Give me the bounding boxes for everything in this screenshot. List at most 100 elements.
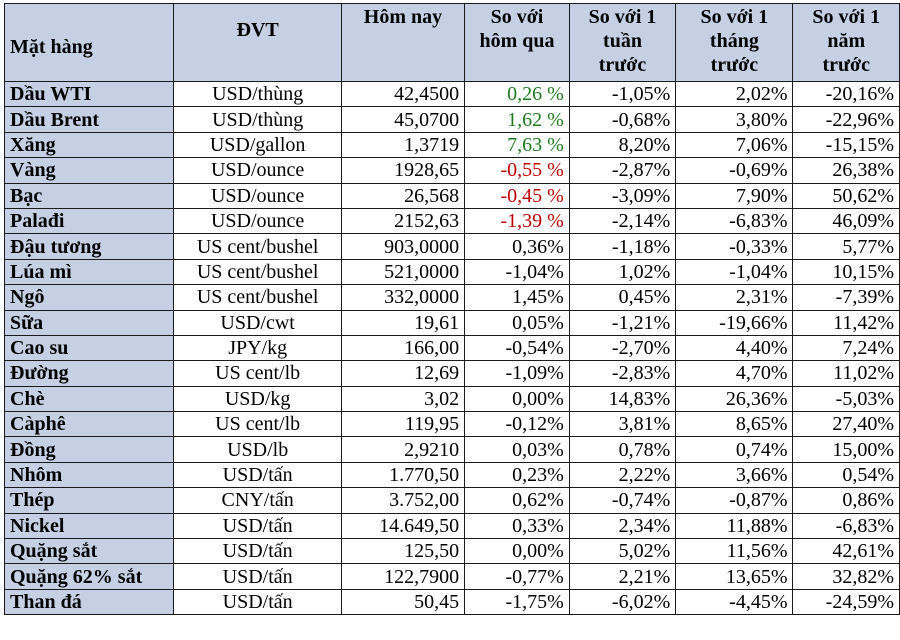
change-vs-year-cell: -6,83% (792, 512, 900, 540)
table-row: Vàng USD/ounce 1928,65 -0,55 % -2,87% -0,69% 2… (3, 157, 900, 184)
change-vs-week-cell: -1,18% (568, 233, 677, 260)
commodity-price-table: Mặt hàng ĐVT Hôm nay So với hôm qua So v… (3, 3, 900, 616)
change-vs-year-cell: 10,15% (792, 258, 900, 286)
change-vs-yesterday-cell: 1,45% (464, 284, 570, 311)
header-vs-year-line2: năm (827, 30, 866, 52)
unit-cell: CNY/tấn (173, 487, 342, 514)
header-vs-week: So với 1 tuần trước (568, 3, 677, 82)
table-row: Bạc USD/ounce 26,568 -0,45 % -3,09% 7,90% 50,6… (3, 182, 900, 209)
commodity-name: Càphê (3, 411, 175, 438)
today-price-cell: 2,9210 (340, 436, 466, 463)
today-price-cell: 19,61 (340, 309, 466, 336)
today-price-cell: 119,95 (340, 411, 466, 438)
commodity-name: Đường (3, 360, 175, 387)
table-row: Đậu tương US cent/bushel 903,0000 0,36% -1,1… (3, 233, 900, 260)
table-row: Quặng 62% sắt USD/tấn 122,7900 -0,77% 2,21% 1… (3, 563, 900, 590)
today-price-cell: 125,50 (340, 538, 466, 565)
change-vs-week-cell: 0,78% (568, 436, 677, 463)
header-item: Mặt hàng (3, 3, 175, 82)
today-price-cell: 3,02 (340, 385, 466, 413)
commodity-name: Ngô (3, 284, 175, 311)
today-price-cell: 332,0000 (340, 284, 466, 311)
header-unit: ĐVT (173, 3, 342, 82)
commodity-name: Than đá (3, 588, 175, 616)
change-vs-year-cell: -15,15% (792, 131, 900, 159)
change-vs-yesterday-cell: -0,55 % (464, 157, 570, 184)
table-row: Quặng sắt USD/tấn 125,50 0,00% 5,02% 11,56% 42… (3, 538, 900, 565)
change-vs-year-cell: 0,54% (792, 461, 900, 489)
change-vs-week-cell: -2,70% (568, 334, 677, 362)
change-vs-week-cell: 2,22% (568, 461, 677, 489)
today-price-cell: 45,0700 (340, 106, 466, 133)
change-vs-week-cell: -3,09% (568, 182, 677, 209)
change-vs-yesterday-cell: 7,63 % (464, 131, 570, 159)
header-vs-year-line1: So với 1 (812, 6, 881, 28)
table-row: Đồng USD/lb 2,9210 0,03% 0,78% 0,74% 15,00% (3, 436, 900, 463)
change-vs-week-cell: -2,14% (568, 207, 677, 235)
unit-cell: USD/gallon (173, 131, 342, 159)
unit-cell: USD/ounce (173, 207, 342, 235)
change-vs-month-cell: -0,69% (675, 157, 794, 184)
today-price-cell: 903,0000 (340, 233, 466, 260)
unit-cell: US cent/bushel (173, 233, 342, 260)
change-vs-week-cell: 2,21% (568, 563, 677, 590)
change-vs-month-cell: -19,66% (675, 309, 794, 336)
change-vs-month-cell: 3,66% (675, 461, 794, 489)
change-vs-month-cell: 0,74% (675, 436, 794, 463)
table-row: Cao su JPY/kg 166,00 -0,54% -2,70% 4,40% 7,24% (3, 334, 900, 362)
change-vs-week-cell: -0,74% (568, 487, 677, 514)
table-row: Than đá USD/tấn 50,45 -1,75% -6,02% -4,45% -24… (3, 588, 900, 616)
today-price-cell: 521,0000 (340, 258, 466, 286)
change-vs-week-cell: -6,02% (568, 588, 677, 616)
today-price-cell: 1928,65 (340, 157, 466, 184)
change-vs-year-cell: 27,40% (792, 411, 900, 438)
change-vs-yesterday-cell: -0,12% (464, 411, 570, 438)
header-vs-year-line3: trước (822, 54, 870, 76)
commodity-name: Dầu Brent (3, 106, 175, 133)
table-row: Ngô US cent/bushel 332,0000 1,45% 0,45% 2,31%… (3, 284, 900, 311)
change-vs-yesterday-cell: -1,09% (464, 360, 570, 387)
unit-cell: USD/ounce (173, 157, 342, 184)
commodity-name: Nhôm (3, 461, 175, 489)
unit-cell: USD/cwt (173, 309, 342, 336)
change-vs-yesterday-cell: 0,36% (464, 233, 570, 260)
commodity-name: Quặng 62% sắt (3, 563, 175, 590)
change-vs-month-cell: -6,83% (675, 207, 794, 235)
today-price-cell: 14.649,50 (340, 512, 466, 540)
change-vs-week-cell: 14,83% (568, 385, 677, 413)
table-row: Xăng USD/gallon 1,3719 7,63 % 8,20% 7,06% -15,… (3, 131, 900, 159)
change-vs-yesterday-cell: 0,05% (464, 309, 570, 336)
change-vs-week-cell: 2,34% (568, 512, 677, 540)
table-row: Dầu Brent USD/thùng 45,0700 1,62 % -0,68% 3,8… (3, 106, 900, 133)
commodity-name: Cao su (3, 334, 175, 362)
change-vs-yesterday-cell: 0,26 % (464, 80, 570, 108)
change-vs-yesterday-cell: -0,45 % (464, 182, 570, 209)
change-vs-week-cell: 8,20% (568, 131, 677, 159)
header-today: Hôm nay (340, 3, 466, 82)
change-vs-year-cell: -7,39% (792, 284, 900, 311)
change-vs-yesterday-cell: -0,54% (464, 334, 570, 362)
unit-cell: USD/tấn (173, 588, 342, 616)
commodity-name: Dầu WTI (3, 80, 175, 108)
table-header: Mặt hàng ĐVT Hôm nay So với hôm qua So v… (3, 3, 900, 82)
change-vs-yesterday-cell: -0,77% (464, 563, 570, 590)
change-vs-month-cell: 13,65% (675, 563, 794, 590)
table-body: Dầu WTI USD/thùng 42,4500 0,26 % -1,05% 2,02%… (3, 80, 900, 616)
header-vs-week-line2: tuần (603, 30, 642, 52)
unit-cell: USD/kg (173, 385, 342, 413)
change-vs-month-cell: 7,90% (675, 182, 794, 209)
change-vs-year-cell: -22,96% (792, 106, 900, 133)
unit-cell: USD/tấn (173, 563, 342, 590)
change-vs-year-cell: -24,59% (792, 588, 900, 616)
commodity-name: Lúa mì (3, 258, 175, 286)
commodity-name: Xăng (3, 131, 175, 159)
change-vs-year-cell: 46,09% (792, 207, 900, 235)
commodity-name: Quặng sắt (3, 538, 175, 565)
change-vs-week-cell: 3,81% (568, 411, 677, 438)
change-vs-yesterday-cell: -1,04% (464, 258, 570, 286)
change-vs-year-cell: 7,24% (792, 334, 900, 362)
change-vs-year-cell: -5,03% (792, 385, 900, 413)
table-row: Lúa mì US cent/bushel 521,0000 -1,04% 1,02% -… (3, 258, 900, 286)
change-vs-year-cell: 26,38% (792, 157, 900, 184)
today-price-cell: 2152,63 (340, 207, 466, 235)
